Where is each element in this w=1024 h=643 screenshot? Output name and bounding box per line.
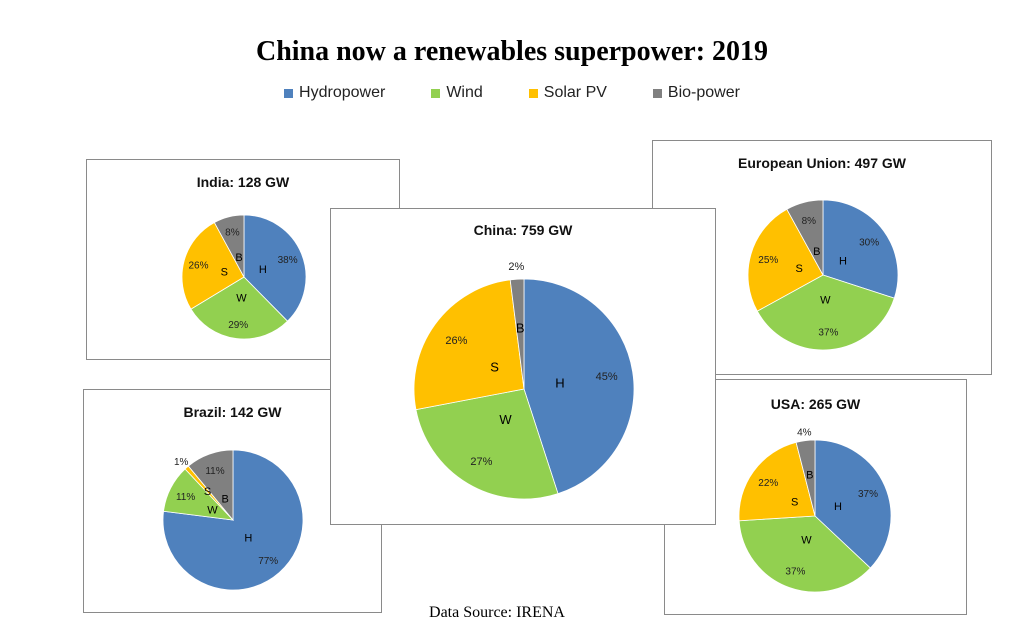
pie-letter-european-union-solar-pv: S [796,263,803,275]
legend-label-hydropower: Hydropower [299,84,386,101]
legend-item-hydropower: Hydropower [284,84,385,102]
pie-letter-european-union-bio-power: B [813,246,820,258]
pie-letter-india-bio-power: B [235,252,242,264]
pie-value-label-brazil-bio-power: 11% [205,466,224,477]
pie-india: H 38% W 29% S 26% B 8% [181,214,307,340]
legend-label-solar-pv: Solar PV [543,84,607,101]
pie-value-label-usa-hydropower: 37% [858,489,878,500]
pie-letter-india-solar-pv: S [221,267,228,279]
panel-title-india: India: 128 GW [196,174,290,190]
pie-slice-india-bio-power [213,214,245,278]
pie-letter-usa-bio-power: B [806,470,813,482]
panel-title-european-union: European Union: 497 GW [737,155,906,171]
panel-title-usa: USA: 265 GW [770,396,861,412]
pie-letter-usa-wind: W [801,535,812,547]
pie-letter-brazil-wind: W [207,505,218,517]
pie-letter-european-union-hydropower: H [839,256,847,268]
legend-swatch-solar-pv [528,88,538,98]
panel-brazil: Brazil: 142 GW H 77% W 11% S 1% B 11% [83,389,382,613]
legend-item-solar-pv: Solar PV [528,84,607,102]
pie-china: H 45% W 27% S 26% B 2% [413,261,635,500]
pie-value-label-usa-wind: 37% [785,566,805,577]
legend-swatch-hydropower [284,88,294,98]
pie-letter-brazil-bio-power: B [222,493,229,505]
chart-title: China now a renewables superpower: 2019 [255,36,769,67]
legend-swatch-bio-power [652,88,662,98]
pie-value-label-usa-bio-power: 4% [797,428,812,439]
pie-value-label-european-union-wind: 37% [818,328,838,339]
pie-letter-india-wind: W [236,292,247,304]
pie-letter-china-wind: W [499,412,512,427]
panel-european-union: European Union: 497 GW H 30% W 37% S 25% B 8% [652,140,992,375]
pie-value-label-india-wind: 29% [228,320,248,331]
pie-value-label-china-solar-pv: 26% [445,335,467,347]
pie-letter-usa-solar-pv: S [791,496,798,508]
panel-title-brazil: Brazil: 142 GW [183,404,282,420]
legend: Hydropower Wind Solar PV Bio-power [0,84,1024,102]
pie-slice-usa-wind [738,515,871,593]
pie-slice-india-hydropower [243,214,307,322]
pie-slice-european-union-solar-pv [747,208,824,312]
pie-slice-china-wind [415,388,559,500]
legend-swatch-wind [431,88,441,98]
pie-value-label-china-wind: 27% [470,456,492,468]
legend-item-wind: Wind [431,84,483,102]
pie-value-label-china-bio-power: 2% [508,261,524,273]
pie-slice-european-union-hydropower [822,199,899,299]
panel-china: China: 759 GW H 45% W 27% S 26% B 2% [330,208,716,525]
pie-slice-european-union-bio-power [786,199,824,276]
pie-value-label-china-hydropower: 45% [596,371,618,383]
panel-title-china: China: 759 GW [473,222,573,238]
pie-letter-india-hydropower: H [259,264,267,276]
pie-slice-european-union-wind [756,274,895,351]
pie-brazil: H 77% W 11% S 1% B 11% [162,449,304,591]
pie-slice-china-hydropower [523,278,635,495]
pie-usa: H 37% W 37% S 22% B 4% [738,428,892,593]
pie-slice-usa-hydropower [814,439,892,569]
pie-letter-china-hydropower: H [555,375,564,390]
pie-letter-european-union-wind: W [820,295,831,307]
legend-label-wind: Wind [446,84,483,101]
pie-value-label-european-union-bio-power: 8% [802,216,817,227]
pie-slice-india-solar-pv [181,221,245,310]
legend-label-bio-power: Bio-power [667,84,740,101]
pie-letter-brazil-solar-pv: S [204,486,211,498]
pie-slice-usa-solar-pv [738,441,816,522]
pie-value-label-india-bio-power: 8% [225,227,240,238]
pie-slice-brazil-bio-power [187,449,234,522]
pie-value-label-brazil-wind: 11% [176,492,195,503]
pie-value-label-india-solar-pv: 26% [188,261,208,272]
pie-value-label-brazil-solar-pv: 1% [174,457,189,468]
pie-slice-india-wind [190,276,289,340]
pie-slice-china-solar-pv [413,279,525,411]
legend-item-bio-power: Bio-power [652,84,740,102]
pie-letter-china-solar-pv: S [490,360,499,375]
pie-letter-usa-hydropower: H [834,501,842,513]
pie-letter-china-bio-power: B [516,321,525,336]
pie-value-label-india-hydropower: 38% [278,255,298,266]
pie-value-label-european-union-solar-pv: 25% [758,255,778,266]
pie-european-union: H 30% W 37% S 25% B 8% [747,199,899,351]
pie-value-label-usa-solar-pv: 22% [758,478,778,489]
pie-value-label-brazil-hydropower: 77% [258,556,278,567]
data-source: Data Source: IRENA [429,604,565,621]
pie-slice-china-bio-power [509,278,525,390]
pie-letter-brazil-hydropower: H [244,532,252,544]
pie-slice-usa-bio-power [795,439,816,517]
pie-value-label-european-union-hydropower: 30% [859,238,879,249]
